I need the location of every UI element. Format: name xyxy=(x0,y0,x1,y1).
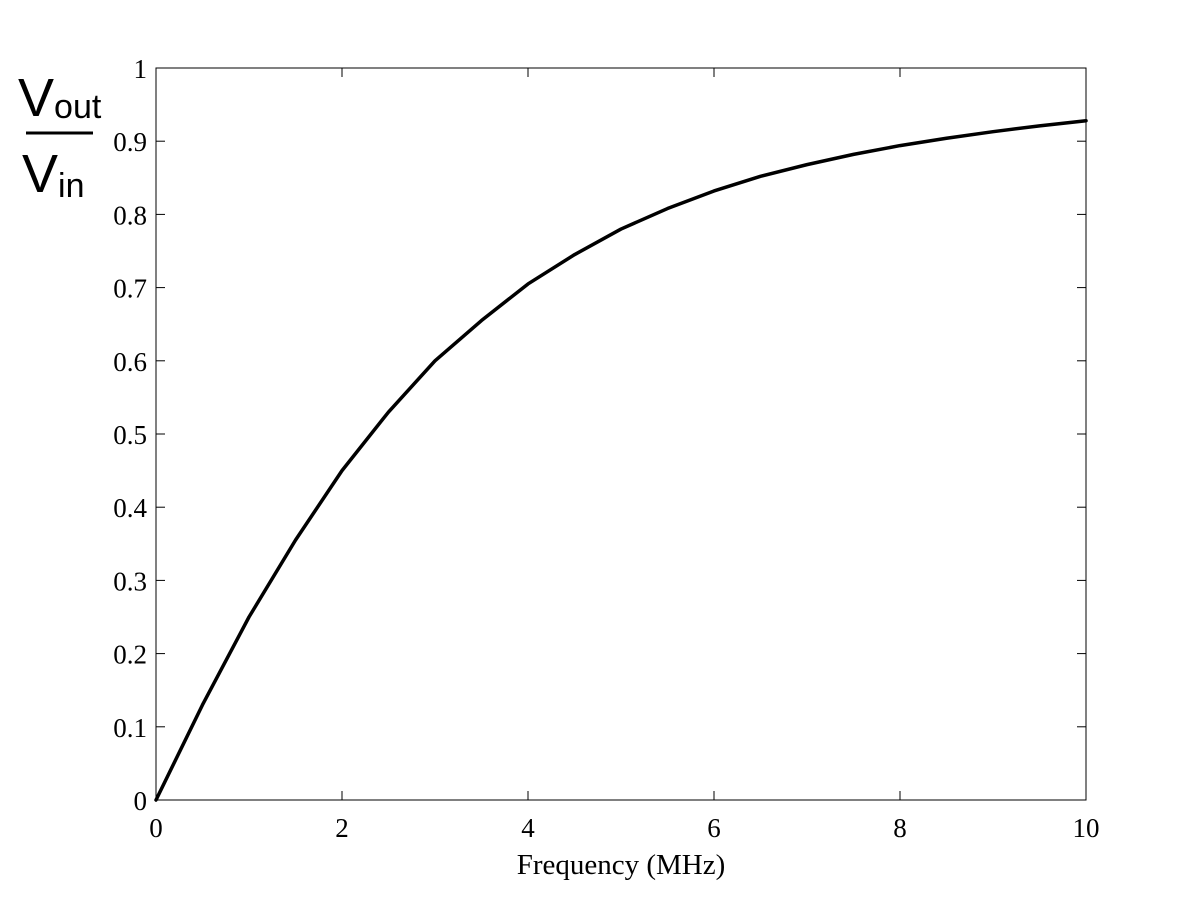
y-tick-label: 1 xyxy=(134,54,148,84)
y-tick-label: 0.5 xyxy=(113,420,147,450)
y-tick-label: 0.9 xyxy=(113,127,147,157)
x-tick-label: 0 xyxy=(149,813,163,843)
y-tick-label: 0.8 xyxy=(113,200,147,230)
x-tick-label: 10 xyxy=(1073,813,1100,843)
y-tick-label: 0.3 xyxy=(113,566,147,596)
y-tick-label: 0.1 xyxy=(113,713,147,743)
y-tick-label: 0 xyxy=(134,786,148,816)
x-tick-label: 4 xyxy=(521,813,535,843)
y-tick-label: 0.2 xyxy=(113,640,147,670)
x-tick-label: 8 xyxy=(893,813,907,843)
y-axis-label: Vout Vin xyxy=(18,68,102,205)
y-tick-label: 0.4 xyxy=(113,493,147,523)
x-tick-label: 6 xyxy=(707,813,721,843)
series-line xyxy=(154,118,1088,802)
y-axis-ticks: 0 0.1 0.2 0.3 0.4 0.5 0.6 0.7 0.8 0.9 1 xyxy=(113,54,1086,816)
x-tick-label: 2 xyxy=(335,813,349,843)
x-axis-label: Frequency (MHz) xyxy=(517,849,726,881)
y-label-numerator: Vout xyxy=(18,68,102,128)
plot-area xyxy=(155,67,1087,801)
y-tick-label: 0.7 xyxy=(113,274,147,304)
y-label-denominator: Vin xyxy=(22,144,85,205)
x-axis-ticks: 0 2 4 6 8 10 xyxy=(149,68,1100,843)
y-tick-label: 0.6 xyxy=(113,347,147,377)
